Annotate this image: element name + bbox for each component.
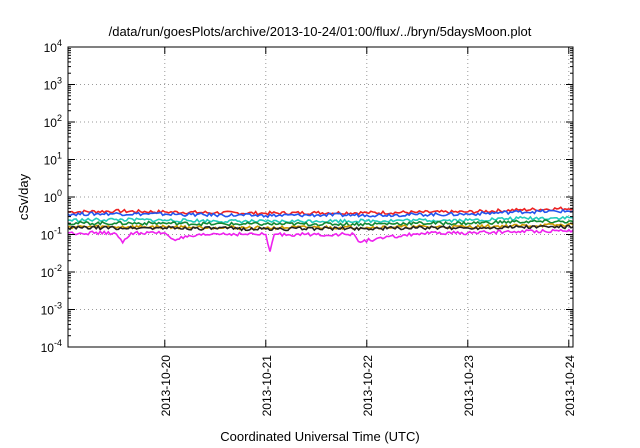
x-tick-label: 2013-10-24 [563,355,577,417]
series-line-4 [67,219,574,227]
y-tick-exponent: 1 [57,151,62,161]
y-tick-exponent: -4 [54,338,62,348]
y-tick-base: 10 [44,41,58,55]
y-tick-base: 10 [41,341,55,355]
y-tick-exponent: 4 [57,38,62,48]
y-tick-label: 10-2 [41,263,62,280]
y-tick-label: 10-3 [41,301,62,318]
x-tick-label: 2013-10-21 [260,355,274,417]
y-tick-base: 10 [41,229,55,243]
y-tick-label: 10-1 [41,226,62,243]
series-line-1 [68,206,574,216]
series-group [67,206,574,252]
series-line-3 [67,215,573,224]
x-axis-label: Coordinated Universal Time (UTC) [220,429,419,444]
x-tick-label: 2013-10-22 [361,355,375,417]
y-tick-base: 10 [41,266,55,280]
y-tick-exponent: -2 [54,263,62,273]
y-tick-exponent: -1 [54,226,62,236]
x-axis: 2013-10-20 2013-10-21 2013-10-22 2013-10-23… [159,47,577,416]
y-tick-base: 10 [44,79,58,93]
y-axis-label: cSv/day [16,173,31,220]
series-line-6 [67,224,574,232]
chart-title: /data/run/goesPlots/archive/2013-10-24/0… [109,24,532,39]
y-tick-label: 10-4 [41,338,62,355]
y-tick-exponent: -3 [54,301,62,311]
y-tick-exponent: 0 [57,188,62,198]
y-tick-label: 104 [44,38,62,55]
grid [68,47,573,347]
y-tick-label: 103 [44,76,62,93]
y-tick-base: 10 [44,154,58,168]
y-tick-label: 102 [44,113,62,130]
y-tick-base: 10 [44,191,58,205]
y-tick-exponent: 3 [57,76,62,86]
x-tick-label: 2013-10-20 [159,355,173,417]
y-tick-base: 10 [41,304,55,318]
series-line-7 [67,228,574,252]
series-line-2 [67,208,574,219]
series-line-5 [67,222,574,231]
x-tick-label: 2013-10-23 [462,355,476,417]
y-tick-label: 101 [44,151,62,168]
y-tick-base: 10 [44,116,58,130]
y-tick-exponent: 2 [57,113,62,123]
y-tick-label: 100 [44,188,62,205]
